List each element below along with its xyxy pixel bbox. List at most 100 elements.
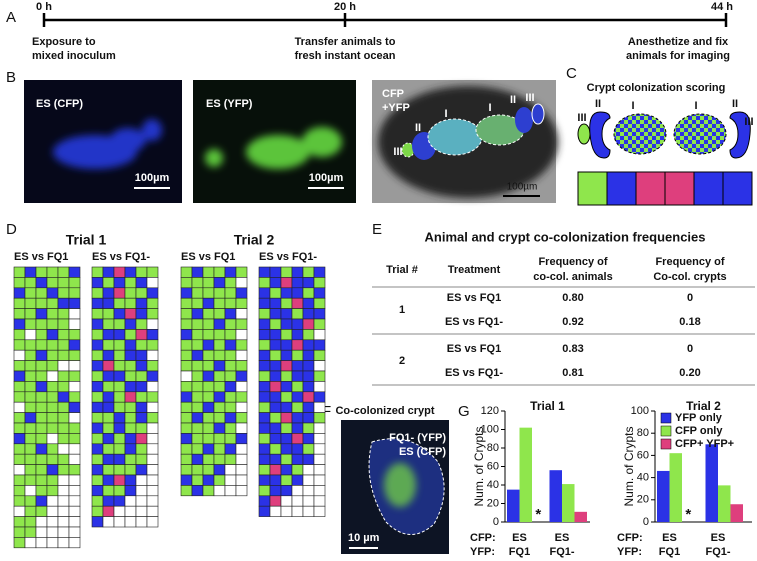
grid-cell	[146, 401, 159, 413]
grid-cell	[269, 505, 282, 517]
grid-cell	[269, 453, 282, 465]
grid-cell	[57, 329, 70, 341]
grid-cell	[202, 443, 215, 455]
grid-cell	[35, 318, 48, 330]
grid-cell	[13, 349, 26, 361]
grid-cell	[124, 266, 137, 278]
grid-cell	[102, 516, 115, 528]
grid-cell	[46, 381, 59, 393]
grid-cell	[258, 266, 271, 278]
grid-cell	[224, 360, 237, 372]
grid-cell	[202, 287, 215, 299]
numeral: III	[393, 146, 402, 158]
grid-cell	[102, 433, 115, 445]
grid-cell	[291, 495, 304, 507]
chart-title: Trial 2	[686, 399, 721, 413]
scale-label: 10 µm	[348, 532, 380, 544]
grid-cell	[235, 277, 248, 289]
bar	[507, 489, 520, 522]
grid-cell	[13, 391, 26, 403]
grid-cell	[202, 349, 215, 361]
grid-cell	[291, 370, 304, 382]
grid-cell	[35, 433, 48, 445]
grid-cell	[57, 474, 70, 486]
grid-cell	[235, 297, 248, 309]
grid-cell	[68, 495, 81, 507]
grid-cell	[235, 464, 248, 476]
y-tick-label: 100	[481, 423, 499, 435]
grid-cell	[24, 485, 37, 497]
grid-cell	[180, 391, 193, 403]
grid-cell	[91, 516, 104, 528]
grid-cell	[280, 360, 293, 372]
grid-cell	[213, 308, 226, 320]
grid-cell	[146, 464, 159, 476]
y-tick-label: 40	[637, 472, 649, 484]
grid-cell	[313, 370, 326, 382]
time-label: 44 h	[711, 1, 733, 13]
grid-cell	[291, 287, 304, 299]
grid-cell	[291, 474, 304, 486]
grid-cell	[68, 464, 81, 476]
grid-cell	[191, 464, 204, 476]
grid-cell	[313, 297, 326, 309]
grid-cell	[91, 464, 104, 476]
grid-cell	[102, 485, 115, 497]
grid-cell	[258, 433, 271, 445]
grid-cell	[24, 370, 37, 382]
grid-cell	[313, 339, 326, 351]
grid-cell	[302, 266, 315, 278]
grid-cell	[180, 339, 193, 351]
grid-cell	[24, 349, 37, 361]
grid-cell	[180, 318, 193, 330]
grid-cell	[302, 422, 315, 434]
micrograph-crypt	[341, 420, 449, 554]
grid-cell	[35, 277, 48, 289]
grid-cell	[269, 485, 282, 497]
grid-cell	[224, 464, 237, 476]
grid-cell	[91, 318, 104, 330]
grid-cell	[258, 505, 271, 517]
grid-cell	[280, 318, 293, 330]
grid-cell	[302, 349, 315, 361]
grid-cell	[68, 433, 81, 445]
grid-cell	[213, 474, 226, 486]
grid-cell	[258, 401, 271, 413]
grid-cell	[68, 537, 81, 549]
grid-cell	[235, 412, 248, 424]
grid-cell	[235, 474, 248, 486]
image-label: +YFP	[382, 102, 410, 114]
grid-cell	[13, 339, 26, 351]
grid-cell	[91, 505, 104, 517]
grid-cell	[235, 381, 248, 393]
grid-cell	[57, 537, 70, 549]
grid-cell	[302, 297, 315, 309]
grid-cell	[180, 443, 193, 455]
grid-cell	[191, 370, 204, 382]
grid-cell	[202, 412, 215, 424]
grid-cell	[302, 329, 315, 341]
grid-cell	[235, 349, 248, 361]
grid-cell	[13, 453, 26, 465]
grid-cell	[302, 453, 315, 465]
grid-cell	[213, 401, 226, 413]
grid-cell	[213, 464, 226, 476]
grid-cell	[68, 370, 81, 382]
event-label: fresh instant ocean	[295, 50, 396, 62]
grid-cell	[202, 464, 215, 476]
grid-cell	[202, 339, 215, 351]
grid-cell	[191, 360, 204, 372]
panel-title: Crypt colonization scoring	[587, 82, 726, 94]
table-header: Frequency of	[538, 256, 607, 268]
grid-cell	[191, 391, 204, 403]
numeral: II	[732, 98, 738, 110]
grid-cell	[180, 370, 193, 382]
table-cell: ES vs FQ1-	[445, 367, 503, 379]
table-cell: 0.92	[562, 316, 583, 328]
table-cell: ES vs FQ1-	[445, 316, 503, 328]
grid-cell	[291, 443, 304, 455]
x-tick-label: FQ1-	[705, 546, 730, 558]
bar	[730, 504, 743, 522]
grid-cell	[46, 485, 59, 497]
grid-cell	[24, 266, 37, 278]
